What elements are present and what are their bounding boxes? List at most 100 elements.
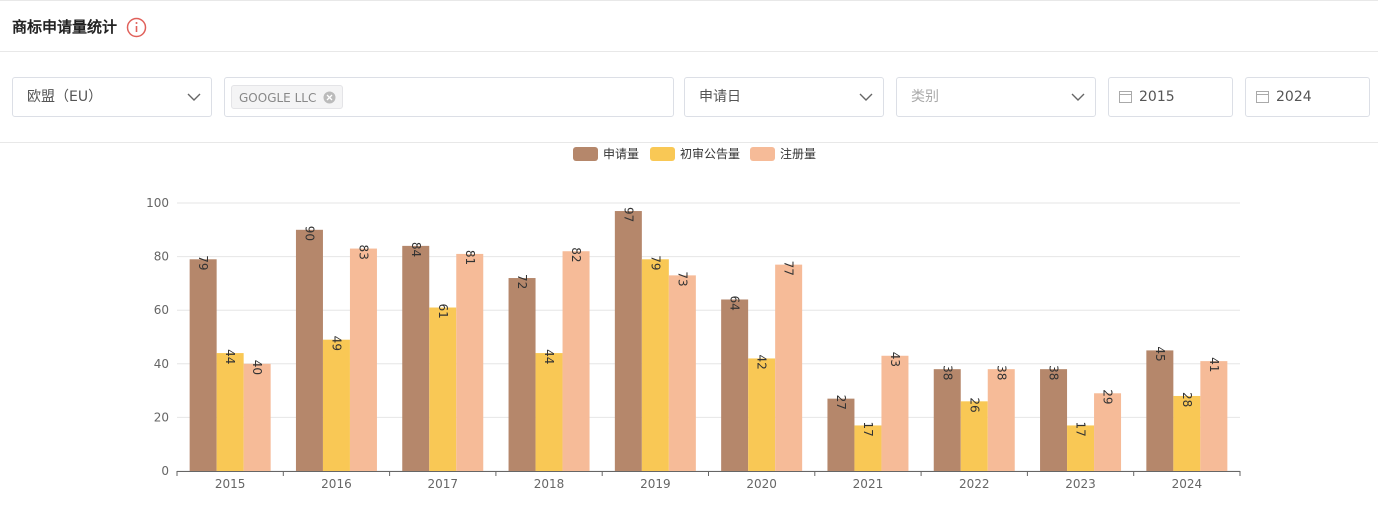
bar [1040, 369, 1068, 471]
y-tick-label: 20 [154, 410, 169, 424]
bar [508, 278, 536, 471]
value-label: 84 [409, 242, 423, 257]
value-label: 97 [621, 207, 635, 222]
value-label: 90 [302, 226, 316, 241]
bar [960, 401, 988, 471]
bar [243, 363, 271, 471]
value-label: 28 [1180, 392, 1194, 407]
year-value: 2015 [1139, 89, 1175, 105]
applicant-input[interactable]: GOOGLE LLC [224, 77, 674, 117]
bar [402, 245, 430, 471]
x-tick-label: 2015 [215, 477, 246, 491]
value-label: 61 [436, 304, 450, 319]
bar [349, 248, 377, 471]
value-label: 72 [515, 274, 529, 289]
value-label: 40 [250, 360, 264, 375]
divider [0, 0, 1378, 1]
year-value: 2024 [1276, 89, 1312, 105]
bar [1067, 425, 1095, 471]
legend-label: 申请量 [603, 147, 639, 161]
bar [748, 358, 776, 471]
value-label: 44 [223, 349, 237, 364]
y-tick-label: 80 [154, 250, 169, 264]
value-label: 82 [569, 247, 583, 262]
value-label: 29 [1101, 389, 1115, 404]
value-label: 42 [755, 354, 769, 369]
value-label: 41 [1207, 357, 1221, 372]
bar [827, 398, 855, 471]
select-value: 欧盟（EU） [27, 89, 103, 105]
bar [1173, 395, 1201, 471]
date-type-select[interactable]: 申请日 [684, 77, 884, 117]
value-label: 73 [675, 271, 689, 286]
bar [641, 259, 669, 471]
applicant-tag: GOOGLE LLC [231, 85, 344, 109]
value-label: 79 [196, 255, 210, 270]
select-value: 申请日 [699, 89, 741, 105]
bar [456, 253, 484, 471]
bar [987, 369, 1015, 471]
section-title: 商标申请量统计 [12, 18, 118, 36]
bar [881, 355, 909, 471]
y-tick-label: 100 [146, 196, 169, 210]
value-label: 45 [1153, 346, 1167, 361]
tag-text: GOOGLE LLC [239, 91, 317, 105]
legend-swatch [750, 147, 775, 161]
info-icon[interactable] [126, 17, 147, 38]
value-label: 17 [1074, 421, 1088, 436]
bar [562, 251, 590, 471]
value-label: 38 [994, 365, 1008, 380]
bar [775, 264, 803, 471]
category-select[interactable]: 类别 [896, 77, 1096, 117]
value-label: 64 [728, 295, 742, 310]
y-tick-label: 0 [161, 464, 169, 478]
select-placeholder: 类别 [911, 89, 939, 105]
value-label: 38 [1047, 365, 1061, 380]
x-tick-label: 2021 [853, 477, 884, 491]
bar [721, 299, 749, 471]
y-tick-label: 40 [154, 357, 169, 371]
value-label: 27 [834, 395, 848, 410]
value-label: 81 [463, 250, 477, 265]
x-tick-label: 2020 [746, 477, 777, 491]
value-label: 49 [329, 336, 343, 351]
divider [0, 142, 1378, 143]
value-label: 26 [967, 397, 981, 412]
bar [429, 307, 457, 471]
value-label: 44 [542, 349, 556, 364]
bar [535, 353, 563, 471]
value-label: 77 [782, 261, 796, 276]
legend-swatch [573, 147, 598, 161]
end-year-picker[interactable]: 2024 [1245, 77, 1370, 117]
bar [854, 425, 882, 471]
bar [614, 211, 642, 472]
bar [189, 259, 217, 471]
divider [0, 51, 1378, 52]
value-label: 43 [888, 352, 902, 367]
x-tick-label: 2018 [534, 477, 565, 491]
value-label: 17 [861, 421, 875, 436]
value-label: 79 [648, 255, 662, 270]
bar [933, 369, 961, 471]
bar [295, 229, 323, 471]
x-tick-label: 2022 [959, 477, 990, 491]
x-tick-label: 2019 [640, 477, 671, 491]
x-tick-label: 2023 [1065, 477, 1096, 491]
bar [216, 353, 244, 471]
bar [668, 275, 696, 471]
bar [1200, 361, 1228, 471]
legend-label: 初审公告量 [680, 146, 740, 161]
value-label: 83 [356, 245, 370, 260]
legend-label: 注册量 [780, 146, 816, 161]
legend-swatch [650, 147, 675, 161]
region-select[interactable]: 欧盟（EU） [12, 77, 212, 117]
bar [1094, 393, 1122, 471]
start-year-picker[interactable]: 2015 [1108, 77, 1233, 117]
value-label: 38 [940, 365, 954, 380]
bar [322, 339, 350, 471]
tag-close[interactable] [323, 91, 336, 104]
x-tick-label: 2016 [321, 477, 352, 491]
x-tick-label: 2024 [1172, 477, 1203, 491]
